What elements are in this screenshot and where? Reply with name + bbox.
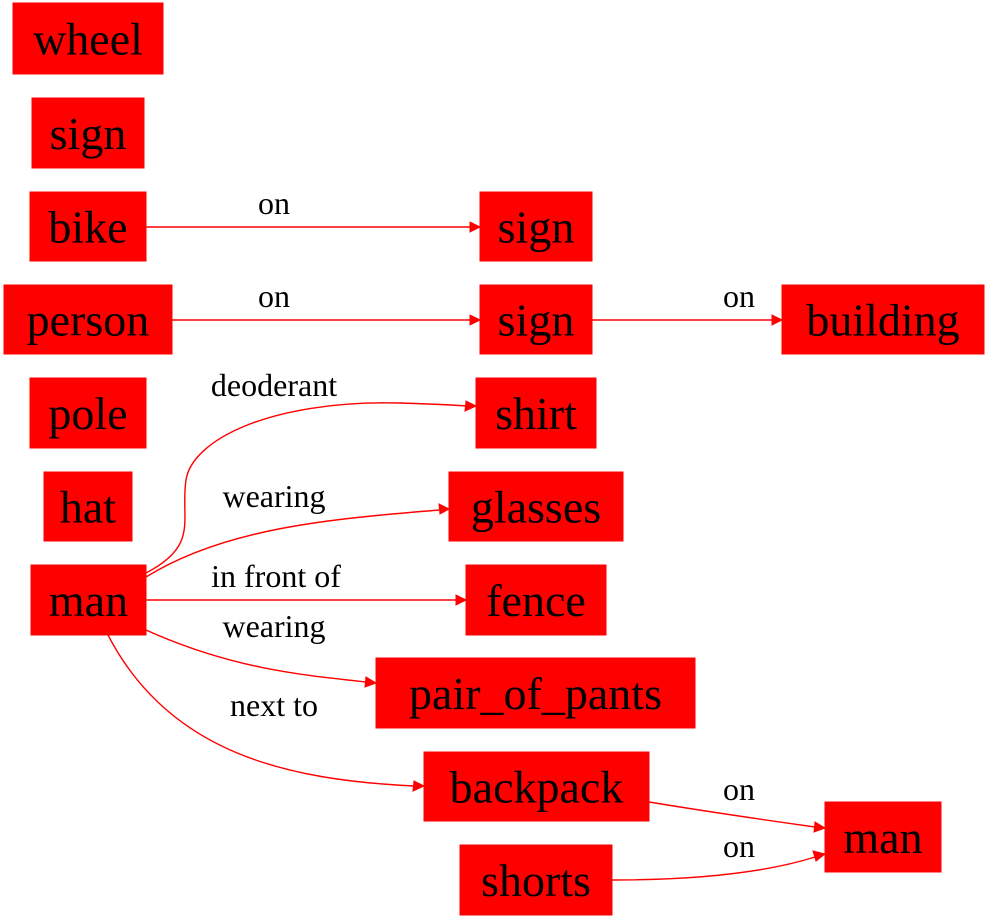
node-label: sign [498,202,575,253]
node-label: shirt [495,388,577,439]
node-label: pair_of_pants [409,668,662,719]
node-box [479,191,593,262]
node-label: backpack [450,762,624,813]
arrowhead-icon [469,314,482,326]
node-label: man [49,575,128,626]
node-box [459,844,613,916]
node-box [30,564,147,636]
edge-man1-to-pants: wearing [145,608,378,688]
node-hat: hat [43,471,133,542]
node-label: bike [48,202,127,253]
node-label: glasses [471,482,601,533]
node-label: person [27,295,150,346]
edge-line [145,509,440,578]
node-bike: bike [29,191,147,262]
node-label: shorts [481,855,591,906]
edge-line [145,629,367,683]
edge-label: wearing [222,608,325,644]
edge-label: next to [230,687,318,723]
node-box [479,284,593,355]
node-label: sign [498,295,575,346]
arrowhead-icon [438,503,451,515]
node-label: pole [48,388,127,439]
edge-sign3-to-building: on [592,278,784,326]
node-label: fence [486,575,586,626]
edge-label: deoderant [211,367,337,403]
edge-man1-to-backpack: next to [107,634,426,792]
edge-man1-to-glasses: wearing [145,478,451,578]
node-box [29,377,147,449]
node-box [781,284,985,355]
edge-label: in front of [211,558,341,594]
edge-label: wearing [222,478,325,514]
arrowhead-icon [812,850,827,862]
edge-line [107,634,415,787]
node-box [3,284,173,355]
edge-label: on [723,771,755,807]
node-pole: pole [29,377,147,449]
node-box [375,657,696,729]
node-box [31,97,145,169]
node-wheel: wheel [12,2,164,75]
arrowhead-icon [364,676,378,688]
node-label: hat [60,482,116,533]
node-shirt: shirt [475,377,597,449]
edge-label: on [258,185,290,221]
node-sign2: sign [479,191,593,262]
node-building: building [781,284,985,355]
edge-label: on [723,828,755,864]
arrowhead-icon [455,594,468,606]
node-label: sign [50,108,127,159]
node-pants: pair_of_pants [375,657,696,729]
node-label: building [806,295,959,346]
edge-line [145,402,467,574]
node-box [824,801,942,873]
arrowhead-icon [813,821,827,833]
node-box [448,471,624,542]
edges-layer: on on on deoderant wearing in front of wearing… [107,185,827,881]
edge-shorts-to-man2: on [611,828,827,881]
node-box [465,564,607,636]
node-box [43,471,133,542]
node-sign1: sign [31,97,145,169]
edge-man1-to-shirt: deoderant [145,367,478,574]
node-sign3: sign [479,284,593,355]
arrowhead-icon [412,780,426,792]
node-box [423,751,650,822]
node-man1: man [30,564,147,636]
edge-bike-to-sign2: on [146,185,482,233]
arrowhead-icon [464,400,478,412]
node-man2: man [824,801,942,873]
node-shorts: shorts [459,844,613,916]
node-backpack: backpack [423,751,650,822]
arrowhead-icon [771,314,784,326]
node-box [12,2,164,75]
edge-label: on [723,278,755,314]
edge-person-to-sign3: on [172,278,482,326]
arrowhead-icon [469,221,482,233]
edge-backpack-to-man2: on [648,771,827,833]
edge-line [648,801,816,828]
edge-man1-to-fence: in front of [146,558,468,606]
node-label: man [843,812,922,863]
nodes-layer: wheel sign bike sign person sign building pole s… [3,2,985,916]
node-box [475,377,597,449]
node-box [29,191,147,262]
edge-label: on [258,278,290,314]
node-label: wheel [33,14,143,65]
edge-line [611,856,816,881]
node-person: person [3,284,173,355]
node-glasses: glasses [448,471,624,542]
node-fence: fence [465,564,607,636]
